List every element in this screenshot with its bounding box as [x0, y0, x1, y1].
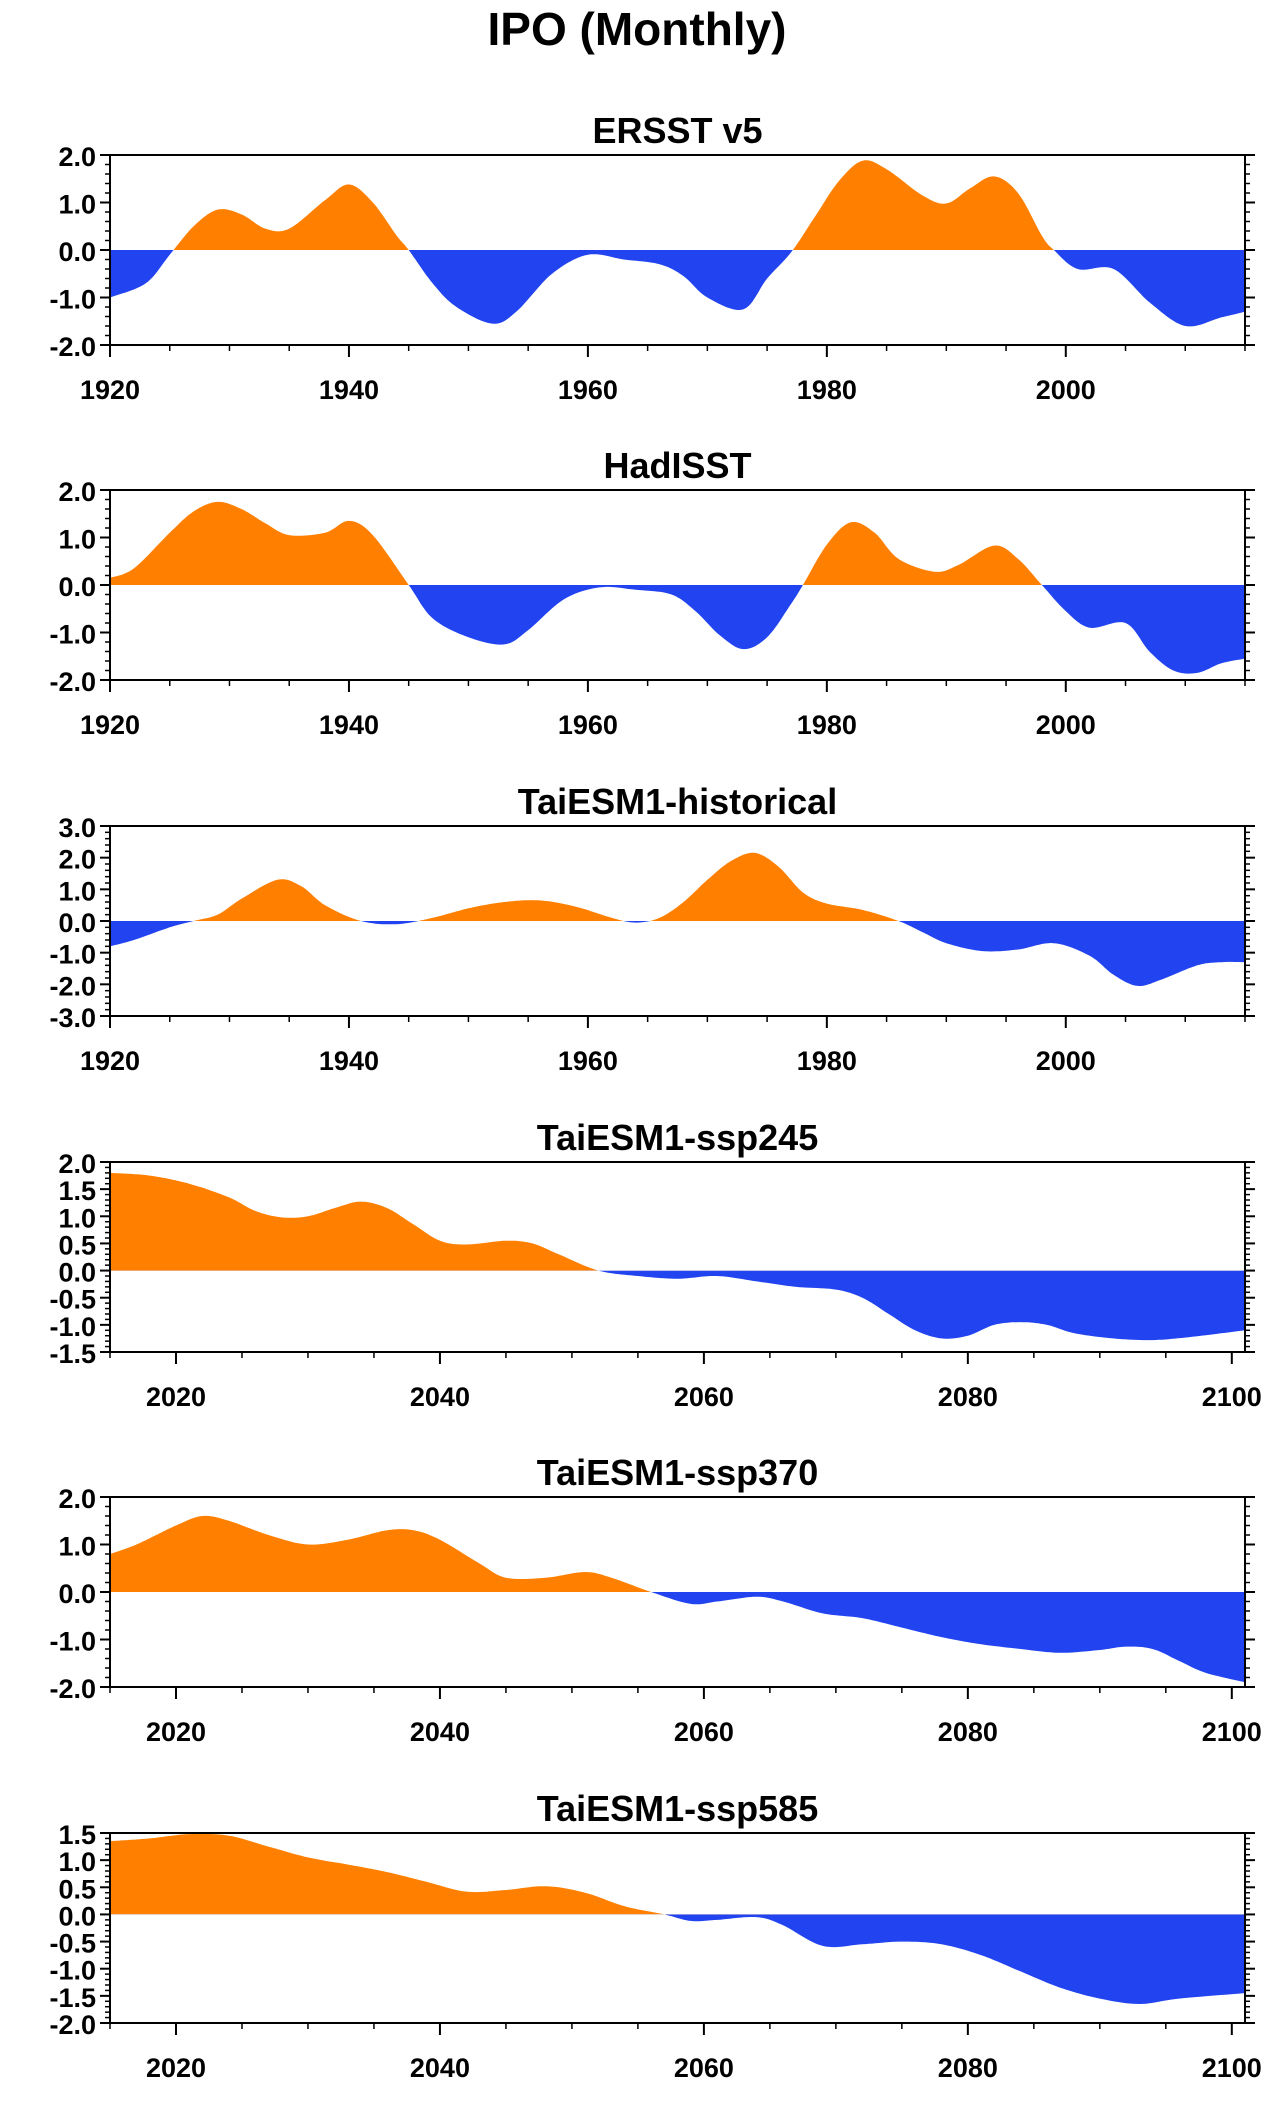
x-tick-label: 2000: [1036, 375, 1096, 405]
x-tick-label: 2080: [938, 2053, 998, 2083]
y-tick-label: 1.0: [58, 1203, 96, 1233]
panel-title: TaiESM1-ssp245: [537, 1117, 818, 1158]
y-tick-label: -0.5: [49, 1285, 96, 1315]
y-tick-label: 0.0: [58, 1901, 96, 1931]
y-tick-label: 1.5: [58, 1820, 96, 1850]
y-tick-label: 1.0: [58, 1532, 96, 1562]
x-tick-label: 2100: [1202, 1717, 1262, 1747]
panel-4: TaiESM1-ssp245 -1.5-1.0-0.50.00.51.01.52.…: [49, 1117, 1261, 1412]
y-tick-label: 2.0: [58, 1149, 96, 1179]
y-tick-label: 0.5: [58, 1874, 96, 1904]
y-tick-label: -1.0: [49, 1312, 96, 1342]
y-tick-label: -1.5: [49, 1983, 96, 2013]
y-tick-label: -2.0: [49, 971, 96, 1001]
negative-area: [110, 1270, 1245, 1341]
positive-area: [110, 501, 1245, 585]
x-tick-label: 1980: [797, 710, 857, 740]
x-tick-label: 1920: [80, 1046, 140, 1076]
x-tick-label: 2100: [1202, 2053, 1262, 2083]
negative-area: [110, 250, 1245, 327]
y-tick-label: 0.0: [58, 572, 96, 602]
panel-3: TaiESM1-historical -3.0-2.0-1.00.01.02.03…: [49, 781, 1255, 1076]
x-tick-label: 1940: [319, 710, 379, 740]
x-tick-label: 1960: [558, 375, 618, 405]
y-tick-label: -1.0: [49, 285, 96, 315]
y-tick-label: 3.0: [58, 813, 96, 843]
x-tick-label: 2100: [1202, 1382, 1262, 1412]
y-tick-label: -1.0: [49, 620, 96, 650]
x-tick-label: 1920: [80, 375, 140, 405]
y-tick-label: -3.0: [49, 1003, 96, 1033]
y-tick-label: -1.0: [49, 1627, 96, 1657]
x-tick-label: 2000: [1036, 1046, 1096, 1076]
positive-area: [110, 1833, 1245, 1915]
panel-title: ERSST v5: [592, 110, 762, 151]
panel-6: TaiESM1-ssp585 -2.0-1.5-1.0-0.50.00.51.01…: [49, 1788, 1261, 2083]
y-tick-label: 0.5: [58, 1230, 96, 1260]
x-tick-label: 1980: [797, 1046, 857, 1076]
x-tick-label: 2000: [1036, 710, 1096, 740]
positive-area: [110, 1172, 599, 1271]
y-tick-label: 0.0: [58, 1258, 96, 1288]
panel-title: TaiESM1-historical: [518, 781, 837, 822]
y-tick-label: 2.0: [58, 477, 96, 507]
plot-frame: [109, 1832, 1246, 2024]
panel-title: TaiESM1-ssp370: [537, 1452, 818, 1493]
negative-area: [110, 585, 1245, 674]
y-tick-label: -1.0: [49, 1956, 96, 1986]
x-tick-label: 2040: [410, 1717, 470, 1747]
x-tick-label: 2060: [674, 1717, 734, 1747]
x-tick-label: 2020: [146, 1382, 206, 1412]
x-tick-label: 1980: [797, 375, 857, 405]
y-tick-label: -1.0: [49, 940, 96, 970]
y-tick-label: -0.5: [49, 1929, 96, 1959]
figure-title: IPO (Monthly): [487, 3, 787, 55]
x-tick-label: 2060: [674, 2053, 734, 2083]
panel-title: HadISST: [603, 445, 751, 486]
y-tick-label: -2.0: [49, 667, 96, 697]
y-tick-label: -1.5: [49, 1339, 96, 1369]
x-tick-label: 1920: [80, 710, 140, 740]
x-tick-label: 2020: [146, 2053, 206, 2083]
x-tick-label: 2040: [410, 1382, 470, 1412]
positive-area: [110, 852, 1245, 921]
panel-5: TaiESM1-ssp370 -2.0 -1.0 0.0 1.0 2.0 2020 2040 2…: [49, 1452, 1261, 1747]
negative-area: [664, 1914, 1245, 2004]
y-tick-label: 1.0: [58, 525, 96, 555]
y-tick-label: 1.5: [58, 1176, 96, 1206]
negative-area: [110, 921, 1245, 986]
y-tick-label: 2.0: [58, 1484, 96, 1514]
x-tick-label: 2060: [674, 1382, 734, 1412]
x-tick-label: 1960: [558, 710, 618, 740]
panel-1: ERSST v5 -2.0 -1.0 0.0 1.0 2.0 1920 1940 1960 198…: [49, 110, 1255, 405]
y-tick-label: 2.0: [58, 845, 96, 875]
positive-area: [110, 1515, 1245, 1592]
y-tick-label: -2.0: [49, 332, 96, 362]
x-tick-label: 2040: [410, 2053, 470, 2083]
x-tick-label: 2080: [938, 1382, 998, 1412]
y-tick-label: -2.0: [49, 2010, 96, 2040]
y-tick-label: -2.0: [49, 1674, 96, 1704]
y-tick-label: 1.0: [58, 1847, 96, 1877]
x-tick-label: 2080: [938, 1717, 998, 1747]
panel-2: HadISST -2.0 -1.0 0.0 1.0 2.0 1920 1940 1960 1980…: [49, 445, 1255, 740]
y-tick-label: 2.0: [58, 142, 96, 172]
x-tick-label: 1940: [319, 1046, 379, 1076]
y-tick-label: 1.0: [58, 876, 96, 906]
y-tick-label: 0.0: [58, 237, 96, 267]
negative-area: [110, 1592, 1245, 1683]
y-tick-label: 0.0: [58, 908, 96, 938]
x-tick-label: 2020: [146, 1717, 206, 1747]
x-tick-label: 1960: [558, 1046, 618, 1076]
plot-frame: [109, 1161, 1246, 1353]
y-tick-label: 0.0: [58, 1579, 96, 1609]
positive-area: [110, 160, 1245, 250]
y-tick-label: 1.0: [58, 190, 96, 220]
x-tick-label: 1940: [319, 375, 379, 405]
panel-title: TaiESM1-ssp585: [537, 1788, 818, 1829]
